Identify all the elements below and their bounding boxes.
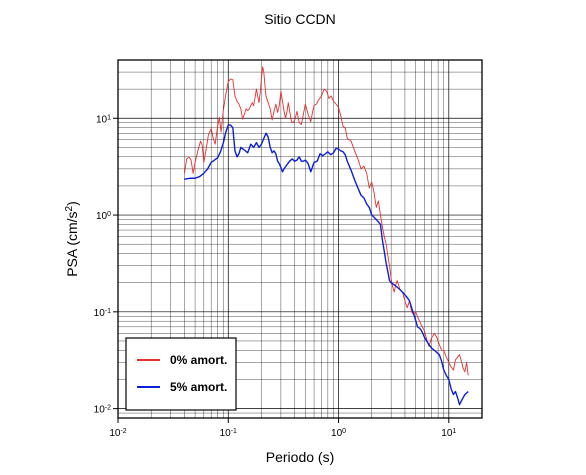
x-tick-label-exponent: 1: [452, 428, 456, 435]
legend-box: [125, 337, 237, 411]
x-tick-label-exponent: -2: [120, 428, 126, 435]
legend-label-1: 0% amort.: [170, 353, 227, 367]
plot-frame: [117, 59, 483, 419]
x-axis-label: Periodo (s): [266, 449, 334, 465]
y-axis-label-main: PSA (cm/s: [64, 211, 80, 276]
y-tick-label-base: 10: [94, 308, 106, 319]
y-tick-label: 101: [96, 114, 111, 126]
y-tick-label-base: 10: [96, 114, 108, 125]
x-tick-label: 10-2: [109, 428, 126, 440]
x-tick-label-base: 10: [441, 428, 453, 439]
x-axis-ticks: 10-2 10-1 100 101: [109, 418, 456, 439]
y-tick-label-exponent: 0: [107, 211, 111, 218]
y-tick-label-base: 10: [94, 405, 106, 416]
x-tick-label: 100: [331, 428, 346, 440]
legend: 0% amort. 5% amort.: [125, 337, 237, 411]
x-tick-label-base: 10: [331, 428, 343, 439]
x-tick-label-exponent: -1: [231, 428, 237, 435]
y-axis-label: PSA (cm/s2): [64, 201, 81, 277]
y-tick-label: 10-2: [94, 404, 111, 416]
y-tick-label-exponent: -2: [105, 404, 111, 411]
series-layer: [183, 66, 469, 406]
x-tick-label: 101: [441, 428, 456, 440]
y-tick-label: 10-1: [94, 307, 111, 319]
x-tick-label-base: 10: [109, 428, 121, 439]
series-line-2: [184, 124, 469, 406]
y-tick-label-exponent: -1: [105, 307, 111, 314]
y-axis-label-group: PSA (cm/s2): [64, 201, 81, 277]
chart-title: Sitio CCDN: [264, 11, 336, 27]
y-tick-label-exponent: 1: [107, 114, 111, 121]
y-tick-label: 100: [96, 211, 111, 223]
x-tick-label: 10-1: [220, 428, 237, 440]
legend-label-2: 5% amort.: [170, 380, 227, 394]
y-axis-label-superscript: 2: [64, 205, 75, 211]
y-axis-label-end: ): [64, 201, 80, 206]
x-tick-label-exponent: 0: [342, 428, 346, 435]
series-line-1: [183, 66, 469, 376]
x-tick-label-base: 10: [220, 428, 232, 439]
y-tick-label-base: 10: [96, 211, 108, 222]
